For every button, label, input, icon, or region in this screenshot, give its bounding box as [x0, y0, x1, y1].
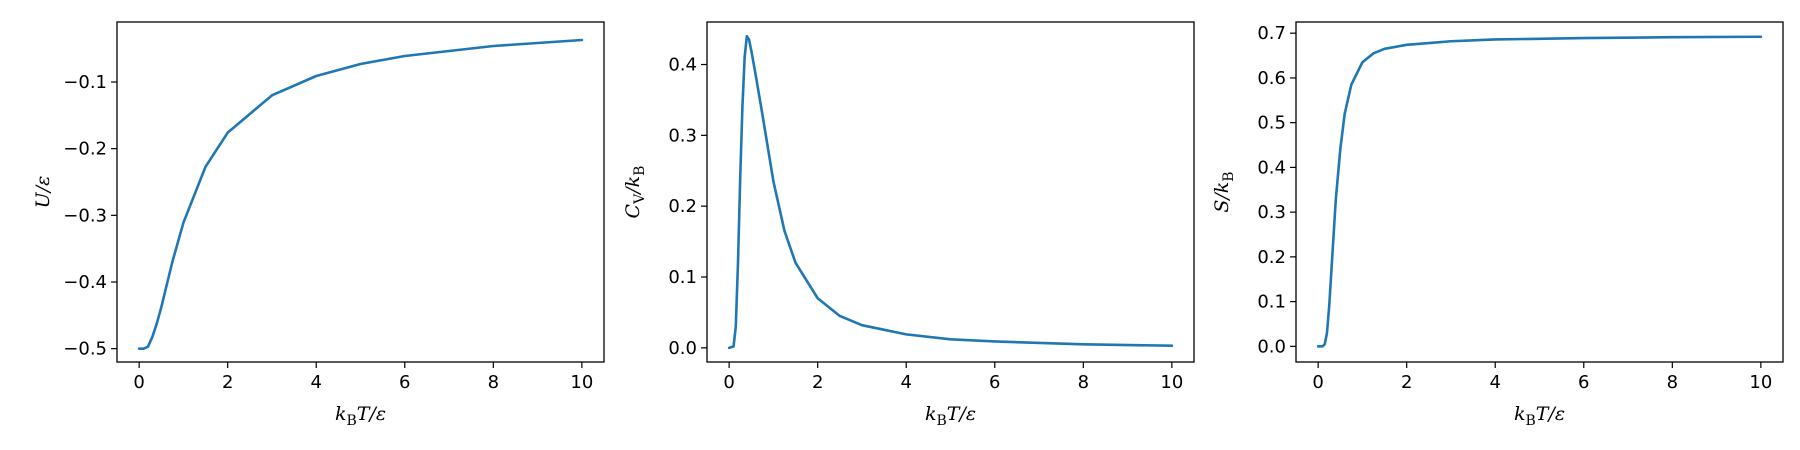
x-tick-label: 6: [399, 372, 410, 393]
x-tick-label: 8: [1667, 372, 1678, 393]
y-tick-label: 0.2: [668, 196, 697, 217]
y-tick-label: 0.7: [1257, 23, 1286, 44]
x-tick-label: 4: [311, 372, 322, 393]
x-tick-label: 2: [1401, 372, 1412, 393]
x-tick-label: 6: [989, 372, 1000, 393]
x-tick-label: 2: [812, 372, 823, 393]
x-tick-label: 4: [901, 372, 912, 393]
y-tick-label: −0.2: [63, 139, 107, 160]
x-axis-label: kBT/ε: [335, 403, 386, 429]
x-tick-label: 10: [570, 372, 593, 393]
y-tick-label: 0.2: [1257, 247, 1286, 268]
axes-frame: [706, 21, 1195, 363]
y-tick-label: 0.6: [1257, 68, 1286, 89]
x-tick-label: 0: [723, 372, 734, 393]
y-tick-label: −0.1: [63, 72, 107, 93]
chart-internal-energy: 0 2 4 6 8 10 −0.5 −0.4 −0.3 −0.2 −0.1 kBT/ε U/ε: [32, 21, 605, 429]
x-tick-label: 10: [1160, 372, 1183, 393]
x-tick-label: 0: [133, 372, 144, 393]
y-tick-label: −0.5: [63, 339, 107, 360]
chart-heat-capacity: 0 2 4 6 8 10 0.0 0.1 0.2 0.3 0.4 kBT/ε CV/kB: [622, 21, 1195, 429]
y-tick-label: 0.3: [1257, 202, 1286, 223]
x-tick-label: 4: [1490, 372, 1501, 393]
y-tick-label: 0.1: [1257, 292, 1286, 313]
y-tick-label: 0.0: [668, 338, 697, 359]
y-tick-label: 0.4: [668, 55, 697, 76]
x-tick-label: 2: [222, 372, 233, 393]
y-tick-label: 0.3: [668, 125, 697, 146]
y-axis-label: CV/kB: [622, 166, 648, 219]
x-axis-label: kBT/ε: [1514, 403, 1565, 429]
internal-energy-curve: [137, 38, 584, 350]
axes-frame: [1295, 21, 1784, 363]
y-axis-label: U/ε: [32, 176, 54, 209]
y-tick-label: 0.5: [1257, 113, 1286, 134]
heat-capacity-curve: [727, 34, 1174, 350]
axes-frame: [116, 21, 605, 363]
x-axis-label: kBT/ε: [925, 403, 976, 429]
x-tick-label: 10: [1749, 372, 1772, 393]
x-tick-label: 0: [1312, 372, 1323, 393]
y-tick-label: −0.3: [63, 205, 107, 226]
y-tick-label: −0.4: [63, 272, 107, 293]
x-tick-label: 6: [1578, 372, 1589, 393]
y-tick-label: 0.4: [1257, 157, 1286, 178]
chart-entropy: 0 2 4 6 8 10 0.0 0.1 0.2 0.3 0.4 0.5 0.6 0.7 kBT/ε S/kB: [1211, 21, 1784, 429]
y-tick-label: 0.0: [1257, 336, 1286, 357]
y-tick-label: 0.1: [668, 267, 697, 288]
x-tick-label: 8: [1078, 372, 1089, 393]
y-axis-label: S/kB: [1211, 171, 1237, 212]
x-tick-label: 8: [488, 372, 499, 393]
entropy-curve: [1316, 35, 1763, 348]
